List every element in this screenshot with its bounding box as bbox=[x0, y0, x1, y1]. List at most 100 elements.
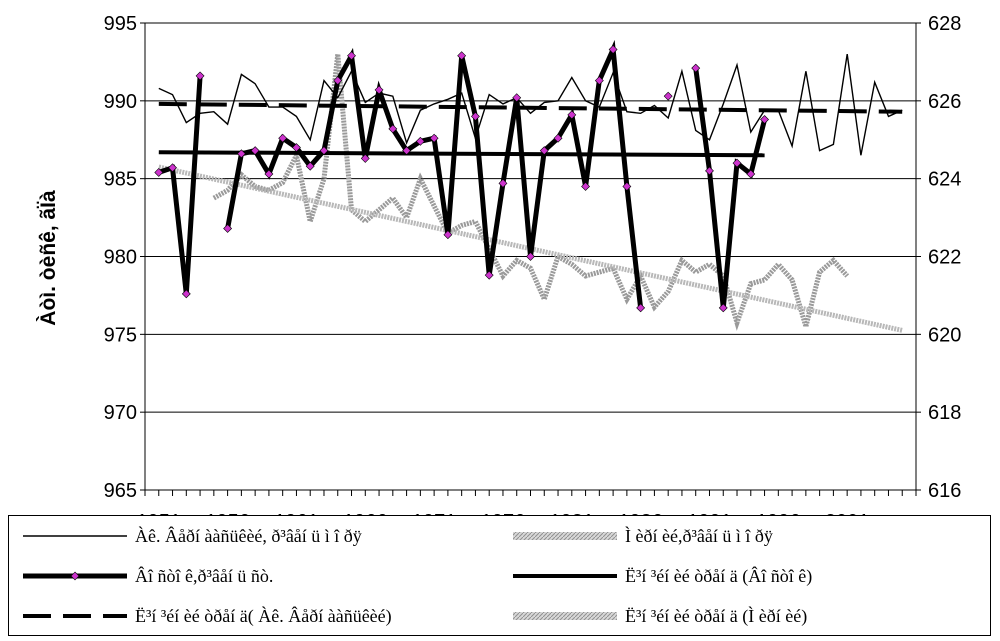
legend-swatch-line bbox=[513, 612, 617, 620]
data-point bbox=[292, 143, 301, 152]
data-point bbox=[223, 224, 233, 233]
data-point bbox=[429, 133, 439, 143]
series-line bbox=[158, 150, 765, 158]
legend-item: Ë³í ³éí èé òðåí ä( Àê. Âåðí ààñüêèé) bbox=[21, 601, 392, 631]
y-tick-label: 975 bbox=[104, 324, 137, 346]
data-point bbox=[236, 149, 246, 159]
legend-label: Ë³í ³éí èé òðåí ä (Ì èðí èé) bbox=[625, 605, 808, 626]
legend-swatch bbox=[513, 574, 617, 578]
series-5 bbox=[158, 164, 903, 333]
data-point bbox=[471, 111, 480, 121]
series-line bbox=[158, 53, 903, 156]
x-tick-label: 1956 bbox=[205, 511, 250, 515]
legend-item: Àê. Âåðí ààñüêèé, ð³âåí ü ì î ðÿ bbox=[21, 521, 362, 551]
x-tick-label: 1986 bbox=[618, 511, 663, 515]
data-point bbox=[581, 182, 590, 191]
y-tick-label: 980 bbox=[104, 247, 137, 269]
data-point bbox=[663, 91, 673, 101]
plot-series bbox=[154, 39, 903, 336]
x-tick-label: 1996 bbox=[756, 511, 801, 515]
data-point bbox=[278, 133, 288, 143]
legend-label: Ì èðí èé,ð³âåí ü ì î ðÿ bbox=[625, 525, 773, 546]
data-point bbox=[347, 51, 356, 61]
data-point bbox=[374, 85, 384, 95]
y2-tick-label: 622 bbox=[928, 247, 961, 269]
series-2 bbox=[154, 39, 769, 313]
series-1 bbox=[212, 53, 850, 336]
data-point bbox=[181, 289, 191, 299]
y-axis-title: Àòì. òèñê, ãÏà bbox=[37, 190, 60, 326]
data-point bbox=[415, 136, 425, 146]
data-point bbox=[691, 63, 701, 73]
series-0 bbox=[158, 53, 903, 156]
data-point bbox=[305, 161, 315, 171]
legend-marker bbox=[70, 571, 80, 581]
data-point bbox=[498, 178, 508, 188]
data-point bbox=[388, 124, 398, 134]
data-point bbox=[319, 146, 329, 156]
y-tick-label: 970 bbox=[104, 402, 137, 424]
data-point bbox=[154, 168, 164, 177]
legend-label: Âî ñòî ê,ð³âåí ü ñò. bbox=[135, 565, 274, 586]
chart: 995 990 985 980 975 970 965 628 626 624 622 620 618 6… bbox=[37, 13, 962, 515]
data-point bbox=[567, 110, 577, 120]
y-tick-label: 965 bbox=[104, 480, 137, 502]
data-point bbox=[168, 163, 177, 173]
x-tick-label: 1976 bbox=[481, 511, 526, 515]
legend-swatch-line bbox=[513, 532, 617, 540]
series-line bbox=[212, 53, 850, 336]
y2-tick-label: 628 bbox=[928, 13, 961, 35]
data-point bbox=[636, 303, 646, 313]
y2-tick-label: 624 bbox=[928, 169, 961, 191]
x-tick-label: 1961 bbox=[274, 511, 319, 515]
series-line bbox=[158, 75, 203, 295]
legend-item: Ë³í ³éí èé òðåí ä (Âî ñòî ê) bbox=[511, 561, 812, 591]
data-point bbox=[705, 166, 714, 176]
legend-swatch bbox=[513, 612, 617, 620]
legend-swatch bbox=[23, 535, 127, 537]
data-point bbox=[333, 76, 343, 86]
data-point bbox=[195, 71, 205, 81]
x-tick-label: 1971 bbox=[412, 511, 457, 515]
data-point bbox=[622, 182, 632, 191]
data-point bbox=[539, 146, 549, 156]
data-point bbox=[250, 146, 260, 156]
legend-swatch bbox=[23, 614, 127, 618]
data-point bbox=[443, 230, 453, 240]
legend-label: Àê. Âåðí ààñüêèé, ð³âåí ü ì î ðÿ bbox=[135, 525, 362, 546]
data-point bbox=[457, 51, 467, 61]
x-tick-label: 2001 bbox=[825, 511, 870, 515]
series-3 bbox=[158, 150, 765, 158]
legend-label: Ë³í ³éí èé òðåí ä( Àê. Âåðí ààñüêèé) bbox=[135, 605, 392, 626]
x-tick-label: 1966 bbox=[343, 511, 388, 515]
data-point bbox=[732, 158, 742, 168]
data-point bbox=[484, 270, 494, 280]
x-tick-label: 1981 bbox=[550, 511, 595, 515]
data-point bbox=[264, 169, 274, 179]
data-point bbox=[512, 93, 522, 103]
series-line bbox=[693, 67, 768, 309]
legend-swatch bbox=[23, 571, 127, 581]
data-point bbox=[760, 115, 769, 124]
data-point bbox=[402, 146, 412, 156]
axes: 995 990 985 980 975 970 965 628 626 624 622 620 618 6… bbox=[104, 13, 962, 515]
legend-item: Âî ñòî ê,ð³âåí ü ñò. bbox=[21, 561, 273, 591]
y-tick-label: 995 bbox=[104, 13, 137, 35]
data-point bbox=[608, 45, 618, 54]
x-tick-label: 1951 bbox=[137, 511, 182, 515]
y2-tick-label: 616 bbox=[928, 480, 961, 502]
data-point bbox=[553, 133, 563, 143]
x-tick-label: 1991 bbox=[687, 511, 732, 515]
legend-swatch bbox=[513, 532, 617, 540]
legend: Àê. Âåðí ààñüêèé, ð³âåí ü ì î ðÿ Ì èðí èé… bbox=[8, 515, 991, 636]
series-line bbox=[158, 101, 903, 114]
y2-tick-label: 626 bbox=[928, 91, 961, 113]
data-point bbox=[746, 169, 756, 179]
legend-item: Ì èðí èé,ð³âåí ü ì î ðÿ bbox=[511, 521, 773, 551]
y-tick-label: 990 bbox=[104, 91, 137, 113]
legend-label: Ë³í ³éí èé òðåí ä (Âî ñòî ê) bbox=[625, 565, 813, 586]
legend-item: Ë³í ³éí èé òðåí ä (Ì èðí èé) bbox=[511, 601, 807, 631]
y2-tick-label: 618 bbox=[928, 402, 961, 424]
series-line bbox=[158, 164, 903, 333]
y-tick-label: 985 bbox=[104, 169, 137, 191]
